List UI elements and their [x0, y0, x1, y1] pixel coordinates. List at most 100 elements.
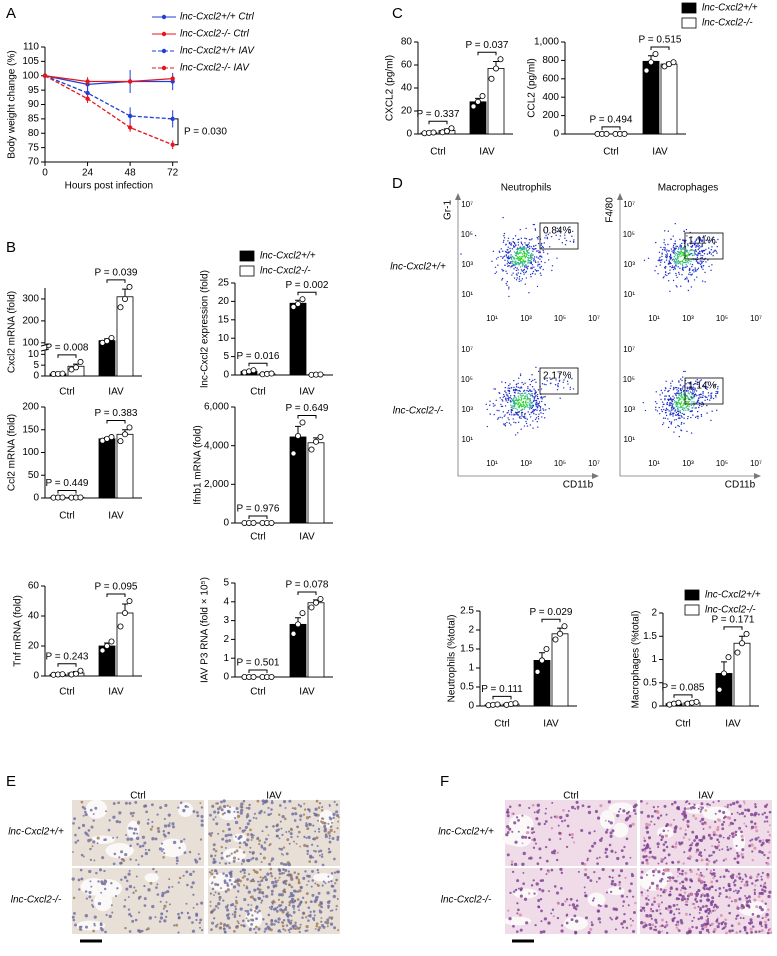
flow-event	[674, 247, 677, 250]
flow-event	[523, 266, 526, 268]
data-point	[290, 450, 297, 457]
cell	[270, 922, 274, 926]
legend-label: lnc-Cxcl2-/-	[702, 18, 753, 29]
cell	[282, 881, 286, 885]
y-tick-label: 6,000	[204, 402, 229, 413]
cell	[335, 908, 338, 911]
data-point	[122, 295, 129, 302]
flow-event	[521, 401, 523, 403]
cell	[333, 830, 336, 833]
cell	[763, 889, 767, 893]
cell	[716, 827, 720, 832]
cell	[243, 841, 246, 844]
flow-event	[507, 417, 509, 419]
cell	[691, 902, 694, 905]
flow-event	[569, 386, 572, 388]
cell	[604, 904, 608, 908]
cell	[716, 925, 720, 929]
cell	[563, 819, 567, 822]
cell	[229, 806, 232, 809]
cell	[238, 841, 242, 845]
cell	[584, 891, 586, 894]
flow-event	[507, 412, 509, 414]
cell	[679, 919, 683, 923]
flow-event	[523, 271, 525, 274]
cell	[89, 808, 93, 812]
flow-event	[690, 252, 693, 255]
flow-event	[702, 250, 705, 252]
cell	[555, 891, 560, 895]
data-point	[743, 630, 750, 637]
flow-event	[658, 251, 661, 254]
cell	[246, 913, 250, 916]
flow-event	[695, 394, 697, 396]
cell	[550, 912, 553, 915]
flow-y-label: F4/80	[605, 197, 616, 223]
flow-event	[531, 374, 533, 376]
cell	[530, 827, 534, 831]
cell	[560, 924, 564, 927]
cell	[734, 889, 737, 892]
flow-event	[504, 381, 507, 384]
cell	[729, 803, 733, 806]
flow-event	[516, 261, 519, 264]
flow-event	[571, 235, 573, 237]
flow-event	[520, 392, 523, 395]
flow-event	[503, 395, 506, 398]
flow-event	[518, 264, 520, 266]
cell	[220, 845, 223, 849]
flow-event	[676, 245, 679, 248]
flow-event	[657, 259, 659, 262]
flow-event	[528, 392, 530, 395]
data-point	[430, 129, 437, 136]
y-tick-label: 2	[651, 608, 657, 619]
data-point	[479, 93, 486, 100]
flow-event	[502, 256, 505, 258]
cell	[737, 872, 741, 876]
flow-event	[691, 392, 693, 394]
flow-event	[513, 258, 515, 260]
flow-event	[536, 406, 539, 408]
cell	[335, 904, 338, 908]
row-label: lnc-Cxcl2-/-	[11, 895, 62, 906]
cell	[680, 872, 684, 876]
cell	[234, 835, 237, 838]
cell	[631, 822, 635, 826]
cell	[321, 821, 325, 825]
cell	[589, 879, 593, 882]
data-point	[117, 438, 124, 445]
flow-event	[526, 244, 529, 246]
cell	[137, 820, 141, 824]
flow-event	[515, 258, 517, 260]
cell	[297, 878, 300, 882]
cell	[90, 885, 93, 888]
flow-event	[539, 407, 542, 409]
cell	[758, 849, 762, 854]
cell	[312, 849, 315, 852]
cell	[736, 857, 738, 860]
flow-event	[707, 392, 710, 394]
cell	[702, 892, 705, 896]
flow-event	[695, 270, 697, 272]
cell	[199, 926, 202, 929]
cell	[634, 812, 637, 815]
cell	[528, 806, 531, 810]
flow-event	[687, 289, 690, 292]
cell	[318, 909, 321, 912]
annotation: P = 0.243	[46, 651, 89, 662]
cell	[253, 909, 257, 913]
cell	[287, 918, 290, 922]
cell	[120, 878, 123, 881]
y-tick-label: 200	[22, 316, 39, 327]
cell	[733, 832, 736, 835]
y-tick-label: 80	[401, 37, 413, 48]
cell	[328, 834, 331, 838]
cell	[693, 903, 695, 905]
cell	[660, 835, 665, 839]
cell	[217, 807, 220, 811]
flow-event	[514, 264, 516, 266]
cell	[709, 924, 712, 927]
cell	[200, 819, 204, 823]
cell	[143, 841, 147, 845]
flow-event	[713, 243, 715, 245]
